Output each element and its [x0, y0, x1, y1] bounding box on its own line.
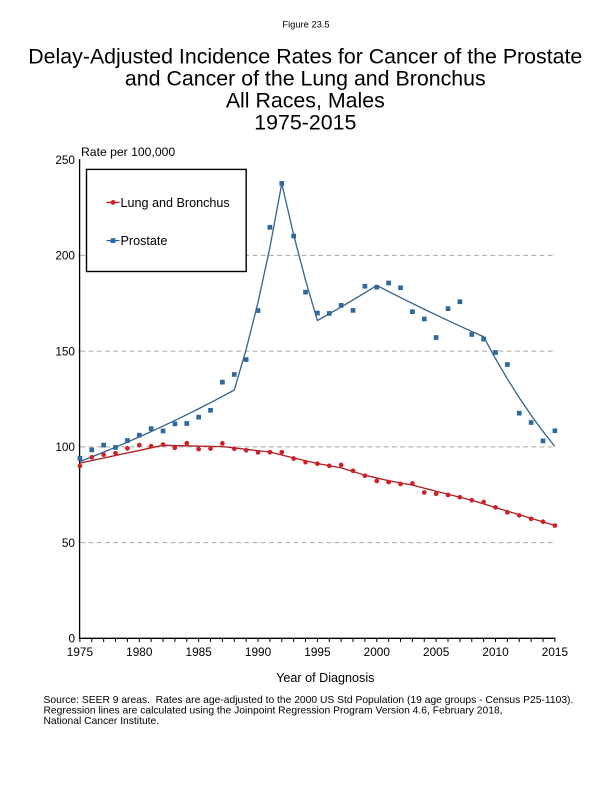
svg-text:1995: 1995: [304, 645, 331, 659]
svg-text:1980: 1980: [126, 645, 153, 659]
svg-text:0: 0: [68, 632, 75, 646]
svg-text:2005: 2005: [423, 645, 450, 659]
svg-text:Year of Diagnosis: Year of Diagnosis: [276, 671, 374, 685]
svg-text:2015: 2015: [542, 645, 569, 659]
svg-text:1990: 1990: [245, 645, 272, 659]
svg-text:Regression lines are calculate: Regression lines are calculated using th…: [44, 706, 503, 717]
svg-text:National Cancer Institute.: National Cancer Institute.: [44, 716, 160, 727]
svg-text:Source: SEER 9 areas. Rates a: Source: SEER 9 areas. Rates are age-adju…: [44, 695, 574, 706]
svg-text:2010: 2010: [482, 645, 509, 659]
svg-text:200: 200: [55, 249, 75, 263]
svg-text:Delay-Adjusted Incidence Rates: Delay-Adjusted Incidence Rates for Cance…: [28, 44, 582, 68]
svg-text:2000: 2000: [364, 645, 391, 659]
svg-text:and Cancer of the Lung and Bro: and Cancer of the Lung and Bronchus: [125, 66, 486, 90]
svg-text:Prostate: Prostate: [121, 234, 168, 248]
svg-text:Lung and Bronchus: Lung and Bronchus: [121, 196, 230, 210]
svg-text:50: 50: [62, 536, 76, 550]
svg-text:1985: 1985: [186, 645, 213, 659]
svg-text:Figure 23.5: Figure 23.5: [282, 20, 329, 30]
svg-text:1975: 1975: [67, 645, 94, 659]
svg-text:Rate per 100,000: Rate per 100,000: [81, 145, 175, 159]
svg-text:250: 250: [55, 153, 75, 167]
svg-text:All Races, Males: All Races, Males: [226, 89, 385, 113]
svg-text:150: 150: [55, 344, 75, 358]
svg-text:1975-2015: 1975-2015: [254, 111, 356, 135]
svg-text:100: 100: [55, 440, 75, 454]
